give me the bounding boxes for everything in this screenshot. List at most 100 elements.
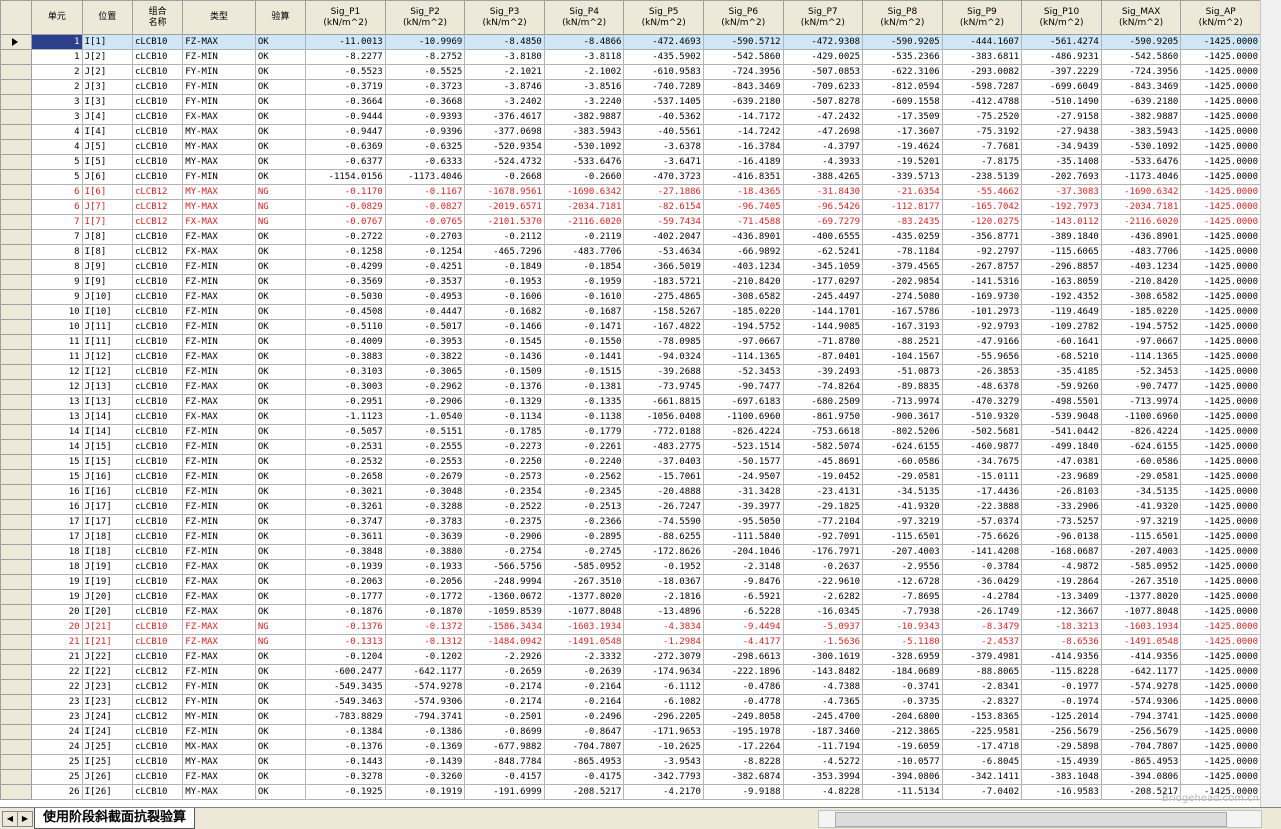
table-cell[interactable]: -0.1439 (384, 754, 466, 770)
table-cell[interactable]: -704.7807 (1100, 739, 1182, 755)
table-cell[interactable]: -622.3106 (862, 64, 943, 80)
table-cell[interactable]: -4.7365 (782, 694, 864, 710)
table-cell[interactable]: -566.5756 (464, 559, 545, 575)
table-cell[interactable]: -141.4208 (941, 544, 1023, 560)
table-cell[interactable]: -0.1939 (305, 559, 386, 575)
table-cell[interactable]: OK (254, 739, 307, 755)
table-cell[interactable]: -610.9583 (623, 64, 704, 80)
table-cell[interactable]: -0.1545 (464, 334, 545, 350)
table-cell[interactable]: -75.2520 (941, 109, 1023, 125)
table-cell[interactable]: cLCB10 (131, 379, 184, 395)
table-cell[interactable]: 19 (31, 574, 83, 590)
table-cell[interactable]: -18.3213 (1021, 619, 1102, 635)
table-cell[interactable]: -561.4274 (1021, 34, 1102, 50)
table-cell[interactable]: -0.6325 (384, 139, 466, 155)
table-cell[interactable]: -1484.0942 (464, 634, 545, 650)
table-cell[interactable]: MY-MAX (182, 199, 256, 215)
table-cell[interactable]: -62.5241 (782, 244, 864, 260)
table-cell[interactable]: -60.1641 (1021, 334, 1102, 350)
table-cell[interactable]: -15.7061 (623, 469, 704, 485)
table-cell[interactable]: FZ-MIN (182, 334, 256, 350)
table-cell[interactable]: -19.4624 (862, 139, 943, 155)
table-cell[interactable]: -11.7194 (782, 739, 864, 755)
table-cell[interactable]: -0.3537 (384, 274, 466, 290)
table-cell[interactable]: -77.2104 (782, 514, 864, 530)
table-cell[interactable]: -3.6378 (623, 139, 704, 155)
table-cell[interactable]: I[10] (81, 304, 133, 320)
table-cell[interactable]: -2.3332 (543, 649, 625, 665)
table-cell[interactable]: I[5] (81, 154, 133, 170)
table-cell[interactable]: -4.2170 (623, 784, 704, 800)
table-cell[interactable]: -207.4003 (862, 544, 943, 560)
row-selector[interactable] (0, 529, 33, 545)
table-cell[interactable]: -0.1329 (464, 394, 545, 410)
table-cell[interactable]: -530.1092 (1100, 139, 1182, 155)
table-cell[interactable]: -2.8341 (941, 679, 1023, 695)
row-selector[interactable] (0, 154, 33, 170)
table-cell[interactable]: -2116.6020 (1100, 214, 1182, 230)
table-cell[interactable]: -192.4352 (1021, 289, 1102, 305)
table-cell[interactable]: -167.5786 (862, 304, 943, 320)
table-row[interactable]: 6 J[7] cLCB12 MY-MAX NG -0.0829 -0.0827 -2019.6… (0, 199, 1261, 215)
table-cell[interactable]: -709.6233 (782, 79, 864, 95)
table-cell[interactable]: -0.3747 (305, 514, 386, 530)
table-cell[interactable]: -47.2698 (782, 124, 864, 140)
table-cell[interactable]: -843.3469 (702, 79, 784, 95)
row-selector[interactable] (0, 544, 33, 560)
table-cell[interactable]: -2.2926 (464, 649, 545, 665)
table-cell[interactable]: 2 (31, 64, 83, 80)
table-cell[interactable]: J[8] (81, 229, 133, 245)
table-cell[interactable]: 6 (31, 184, 83, 200)
table-cell[interactable]: -0.1376 (464, 379, 545, 395)
table-cell[interactable]: -36.0429 (941, 574, 1023, 590)
table-cell[interactable]: -0.5523 (305, 64, 386, 80)
table-cell[interactable]: -19.5201 (862, 154, 943, 170)
table-cell[interactable]: FX-MAX (182, 109, 256, 125)
table-row[interactable]: 1 I[1] cLCB10 FZ-MAX OK -11.0013 -10.9969 -8.48… (0, 34, 1261, 50)
table-cell[interactable]: -27.1886 (623, 184, 704, 200)
table-cell[interactable]: -0.3261 (305, 499, 386, 515)
table-cell[interactable]: -472.4693 (623, 34, 704, 50)
table-cell[interactable]: -753.6618 (782, 424, 864, 440)
table-row[interactable]: 26 I[26] cLCB10 MY-MAX OK -0.1925 -0.1919 -191.… (0, 784, 1261, 800)
table-cell[interactable]: -1425.0000 (1180, 289, 1261, 305)
table-cell[interactable]: -169.9730 (941, 289, 1023, 305)
table-cell[interactable]: -0.1258 (305, 244, 386, 260)
table-cell[interactable]: -377.0698 (464, 124, 545, 140)
table-cell[interactable]: -414.9356 (1021, 649, 1102, 665)
table-cell[interactable]: -0.2531 (305, 439, 386, 455)
table-cell[interactable]: -0.3719 (305, 79, 386, 95)
table-cell[interactable]: -94.0324 (623, 349, 704, 365)
row-selector-header[interactable] (0, 0, 33, 35)
row-selector[interactable] (0, 424, 33, 440)
table-cell[interactable]: -3.8746 (464, 79, 545, 95)
table-cell[interactable]: MY-MAX (182, 154, 256, 170)
table-cell[interactable]: -47.0381 (1021, 454, 1102, 470)
row-selector[interactable] (0, 124, 33, 140)
table-cell[interactable]: FZ-MAX (182, 634, 256, 650)
table-cell[interactable]: 16 (31, 484, 83, 500)
table-cell[interactable]: -87.0401 (782, 349, 864, 365)
table-cell[interactable]: -397.2229 (1021, 64, 1102, 80)
table-cell[interactable]: -34.7675 (941, 454, 1023, 470)
table-cell[interactable]: I[26] (81, 784, 133, 800)
table-cell[interactable]: NG (254, 634, 307, 650)
table-cell[interactable]: FZ-MAX (182, 289, 256, 305)
table-row[interactable]: 19 I[19] cLCB10 FZ-MAX OK -0.2063 -0.2056 -248.… (0, 574, 1261, 590)
table-cell[interactable]: -0.3784 (941, 559, 1023, 575)
table-cell[interactable]: -14.7172 (702, 109, 784, 125)
table-cell[interactable]: -4.7388 (782, 679, 864, 695)
table-cell[interactable]: -212.3865 (862, 724, 943, 740)
table-cell[interactable]: 22 (31, 679, 83, 695)
table-cell[interactable]: -0.3723 (384, 79, 466, 95)
column-header[interactable]: Sig_P10 (kN/m^2) (1021, 0, 1102, 35)
table-cell[interactable]: -2034.7181 (1100, 199, 1182, 215)
table-cell[interactable]: -1425.0000 (1180, 409, 1261, 425)
table-cell[interactable]: cLCB10 (131, 94, 184, 110)
table-cell[interactable]: -0.2532 (305, 454, 386, 470)
table-cell[interactable]: -530.1092 (543, 139, 625, 155)
table-cell[interactable]: 21 (31, 634, 83, 650)
table-row[interactable]: 12 J[13] cLCB10 FZ-MAX OK -0.3003 -0.2962 -0.13… (0, 379, 1261, 395)
table-cell[interactable]: -0.1466 (464, 319, 545, 335)
table-cell[interactable]: -24.9507 (702, 469, 784, 485)
